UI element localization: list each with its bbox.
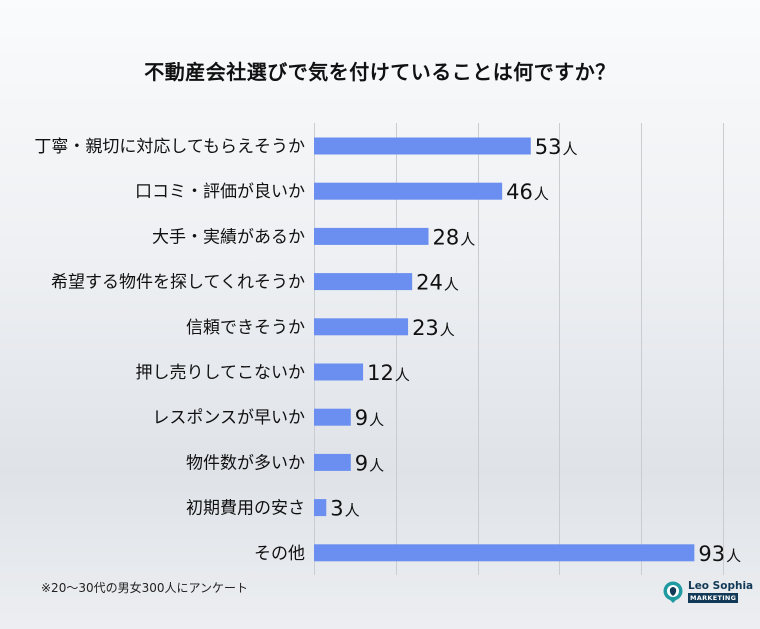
bar	[314, 453, 351, 471]
lion-head-icon	[663, 581, 683, 603]
logo-subtitle: MARKETING	[688, 593, 739, 603]
data-label: 3人	[330, 497, 359, 521]
logo-name: Leo Sophia	[688, 580, 754, 592]
footnote: ※20〜30代の男女300人にアンケート	[41, 581, 249, 595]
category-label: 初期費用の安さ	[186, 499, 305, 519]
data-label: 93人	[698, 542, 741, 566]
bar	[314, 499, 327, 517]
category-label: 希望する物件を探してくれそうか	[51, 273, 305, 293]
category-label: 丁寧・親切に対応してもらえそうか	[34, 137, 305, 157]
bar	[314, 318, 409, 336]
bar	[314, 227, 429, 245]
bar	[314, 273, 413, 291]
bar	[314, 363, 364, 381]
category-label: その他	[254, 544, 305, 564]
bar	[314, 408, 351, 426]
bar	[314, 544, 695, 562]
data-label: 28人	[433, 225, 476, 249]
data-label: 24人	[416, 271, 459, 295]
category-label: 大手・実績があるか	[152, 227, 305, 247]
bar	[314, 137, 531, 155]
data-label: 23人	[412, 316, 455, 340]
data-label: 9人	[355, 451, 384, 475]
category-label: 押し売りしてこないか	[136, 363, 306, 383]
data-label: 12人	[367, 361, 410, 385]
chart-title: 不動産会社選びで気を付けていることは何ですか？	[144, 60, 616, 84]
data-label: 46人	[506, 180, 549, 204]
category-label: 口コミ・評価が良いか	[135, 182, 305, 202]
brand-logo: Leo Sophia MARKETING	[662, 580, 753, 604]
category-label: 信頼できそうか	[186, 318, 305, 338]
data-label: 53人	[535, 135, 578, 159]
data-label: 9人	[355, 406, 384, 430]
category-label: レスポンスが早いか	[152, 408, 305, 428]
category-label: 物件数が多いか	[186, 453, 305, 473]
bar	[314, 182, 503, 200]
